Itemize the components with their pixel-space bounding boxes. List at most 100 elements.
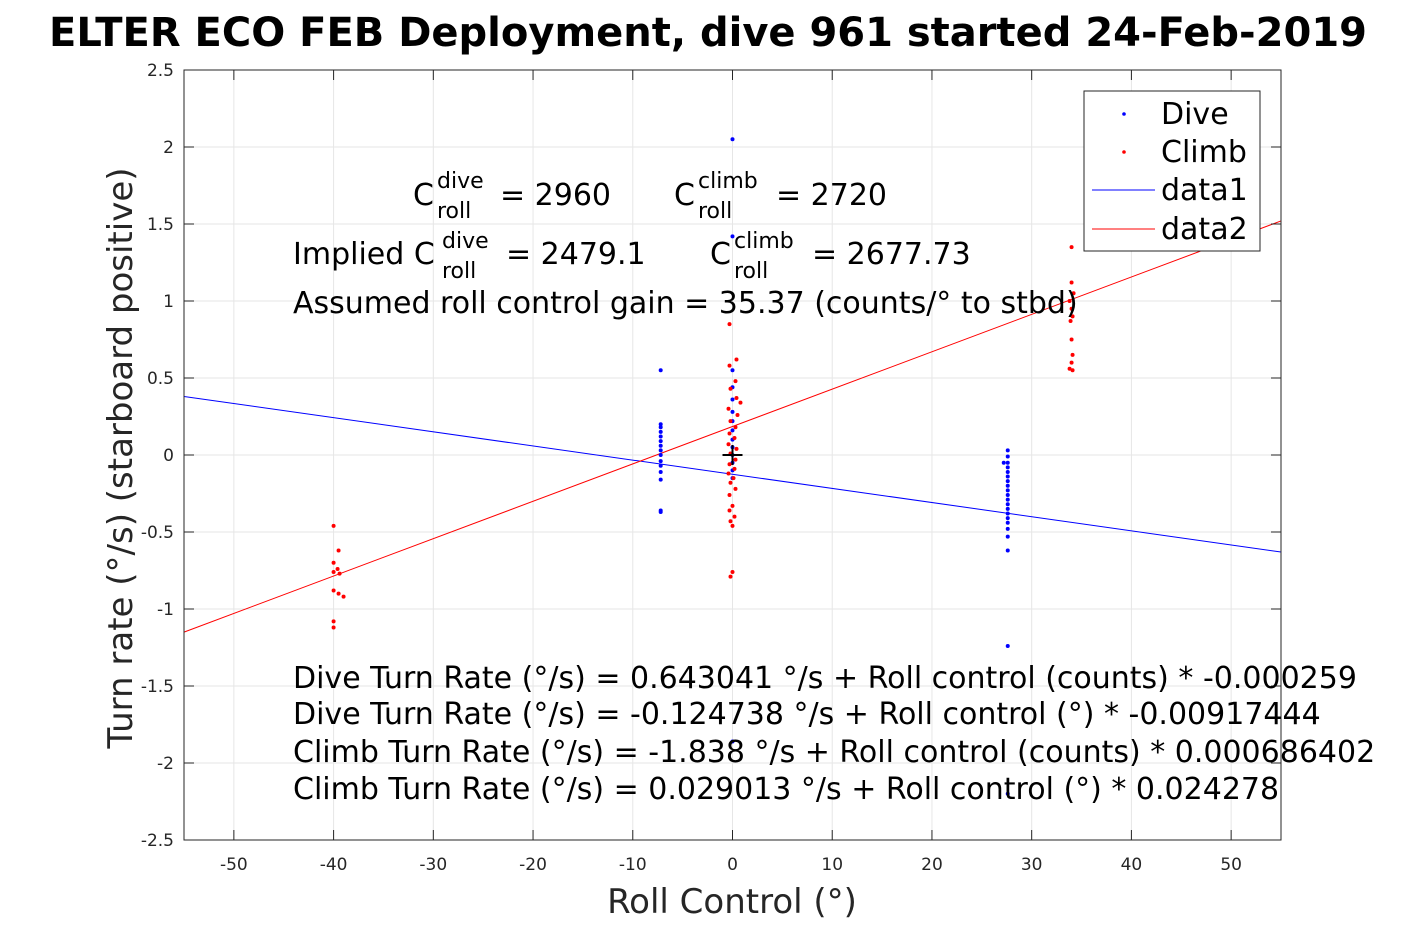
dive-point — [1005, 488, 1010, 493]
y-tick-label: 2.5 — [147, 61, 174, 81]
dive-point — [1005, 516, 1010, 521]
dive-point — [730, 368, 735, 373]
ticks: -50 -40 -30 -20 -10 0 10 20 30 40 50 2.5 2 1.5 1 0.5 0 -0… — [141, 61, 1281, 875]
climb-point — [728, 480, 733, 485]
y-tick-label: -0.5 — [141, 523, 174, 543]
dive-point — [1005, 548, 1010, 553]
gain-annotation: Assumed roll control gain = 35.37 (count… — [293, 286, 1078, 321]
dive-point — [730, 397, 735, 402]
equation-dive-degrees: Dive Turn Rate (°/s) = -0.124738 °/s + R… — [293, 697, 1321, 732]
y-tick-label: 1.5 — [147, 215, 174, 235]
dive-point — [658, 509, 663, 514]
equation-dive-counts: Dive Turn Rate (°/s) = 0.643041 °/s + Ro… — [293, 661, 1357, 696]
legend-box — [1083, 90, 1261, 252]
dive-point — [1001, 460, 1006, 465]
climb-point — [1069, 280, 1074, 285]
climb-point — [730, 503, 735, 508]
c-climb-value: = 2720 — [776, 178, 887, 213]
x-axis-label: Roll Control (°) — [607, 882, 857, 922]
fit-line-data2 — [183, 220, 1282, 633]
dive-point — [1005, 474, 1010, 479]
fit-line-data1 — [183, 395, 1282, 553]
x-tick-label: -50 — [220, 855, 248, 875]
c-climb-prefix: C — [674, 178, 695, 213]
climb-point — [728, 386, 733, 391]
climb-point — [727, 508, 732, 513]
c-climb-sub: roll — [698, 199, 732, 224]
y-axis-label: Turn rate (°/s) (starboard positive) — [101, 167, 141, 749]
climb-point — [341, 594, 346, 599]
climb-point — [727, 431, 732, 436]
dive-point — [658, 422, 663, 427]
dive-point — [658, 469, 663, 474]
dive-point — [1005, 493, 1010, 498]
climb-point — [1070, 314, 1075, 319]
chart-title: ELTER ECO FEB Deployment, dive 961 start… — [49, 10, 1367, 56]
climb-point — [331, 523, 336, 528]
dive-point — [1005, 497, 1010, 502]
dive-point — [730, 137, 735, 142]
climb-point — [734, 446, 739, 451]
climb-point — [727, 493, 732, 498]
legend-climb-marker — [1122, 150, 1126, 154]
climb-point — [734, 396, 739, 401]
x-tick-label: 40 — [1121, 855, 1143, 875]
climb-point — [1069, 337, 1074, 342]
dive-point — [730, 739, 735, 744]
dive-point — [1005, 643, 1010, 648]
y-tick-label: -2 — [157, 754, 174, 774]
climb-point — [331, 588, 336, 593]
equation-climb-degrees: Climb Turn Rate (°/s) = 0.029013 °/s + R… — [293, 772, 1279, 807]
annotation-c-dive: C dive roll = 2960 — [413, 169, 611, 224]
annotation-implied: Implied C dive roll = 2479.1 C climb rol… — [293, 229, 971, 284]
dive-point — [1005, 526, 1010, 531]
climb-point — [727, 462, 732, 467]
dive-point — [730, 428, 735, 433]
dive-point — [658, 443, 663, 448]
y-tick-label: -1 — [157, 600, 174, 620]
y-tick-label: 1 — [163, 292, 174, 312]
dive-point — [658, 477, 663, 482]
x-tick-label: -40 — [320, 855, 348, 875]
dive-point — [658, 439, 663, 444]
implied-dive-sub: roll — [442, 259, 476, 284]
climb-point — [731, 476, 736, 481]
y-tick-label: 0 — [163, 446, 174, 466]
climb-point — [1071, 291, 1076, 296]
c-dive-value: = 2960 — [500, 178, 611, 213]
c-climb-sup: climb — [698, 169, 758, 194]
dive-point — [1005, 483, 1010, 488]
dive-point — [1005, 506, 1010, 511]
climb-point — [733, 457, 738, 462]
dive-point — [658, 463, 663, 468]
climb-point — [331, 625, 336, 630]
dive-point — [1005, 469, 1010, 474]
legend-dive-marker — [1122, 112, 1126, 116]
climb-point — [1069, 360, 1074, 365]
climb-point — [335, 566, 340, 571]
dive-point — [1005, 448, 1010, 453]
implied-climb-sup: climb — [734, 229, 794, 254]
climb-point — [733, 425, 738, 430]
series-layer — [183, 137, 1282, 796]
climb-point — [726, 471, 731, 476]
dive-point — [730, 234, 735, 239]
dive-point — [1005, 534, 1010, 539]
climb-point — [734, 357, 739, 362]
y-tick-label: 0.5 — [147, 369, 174, 389]
legend-data2-label: data2 — [1161, 212, 1248, 247]
x-tick-label: -30 — [419, 855, 447, 875]
dive-point — [1005, 460, 1010, 465]
implied-dive-value: = 2479.1 — [506, 237, 646, 272]
x-tick-label: 0 — [727, 855, 738, 875]
dive-point — [1005, 520, 1010, 525]
climb-point — [336, 548, 341, 553]
implied-climb-value: = 2677.73 — [812, 237, 971, 272]
x-tick-label: 30 — [1021, 855, 1043, 875]
equation-climb-counts: Climb Turn Rate (°/s) = -1.838 °/s + Rol… — [293, 735, 1375, 770]
c-dive-sup: dive — [437, 169, 484, 194]
y-tick-label: -1.5 — [141, 677, 174, 697]
climb-point — [1069, 245, 1074, 250]
climb-point — [730, 570, 735, 575]
